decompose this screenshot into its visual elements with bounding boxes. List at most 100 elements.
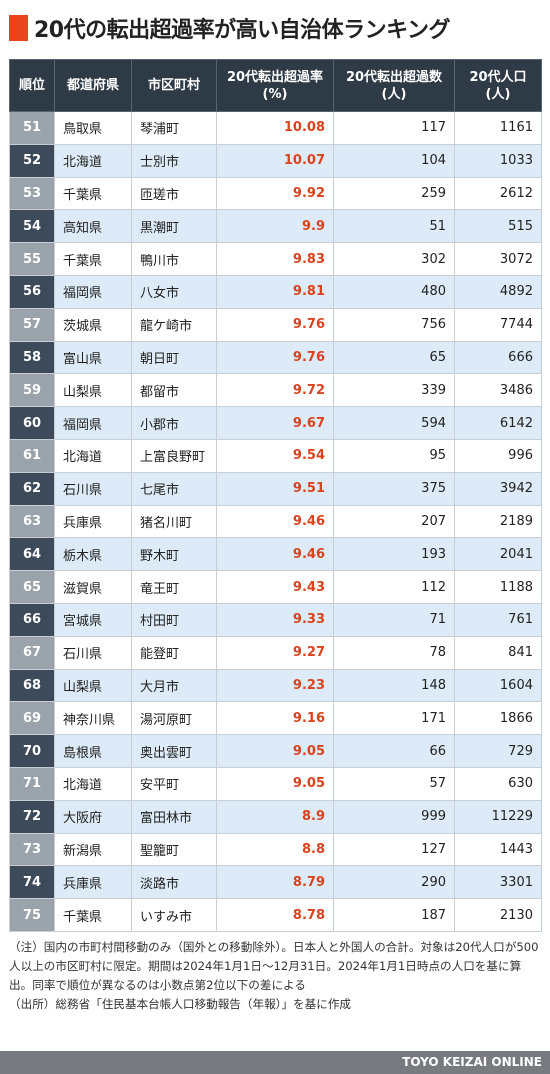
table-row: 74 兵庫県 淡路市 8.79 290 3301 — [9, 865, 542, 900]
title-accent-mark — [9, 15, 28, 41]
rank-cell: 61 — [9, 438, 55, 473]
table-row: 51 鳥取県 琴浦町 10.08 117 1161 — [9, 111, 542, 145]
municipality-cell: 朝日町 — [131, 340, 217, 375]
header-excess: 20代転出超過数 (人) — [333, 59, 455, 112]
table-row: 61 北海道 上富良野町 9.54 95 996 — [9, 438, 542, 473]
header-excess-line2: (人) — [381, 86, 407, 102]
municipality-cell: いすみ市 — [131, 898, 217, 932]
rate-cell: 9.05 — [216, 734, 334, 768]
rate-cell: 9.46 — [216, 537, 334, 572]
municipality-cell: 湯河原町 — [131, 701, 217, 736]
ranking-table: 順位 都道府県 市区町村 20代転出超過率 (%) 20代転出超過数 (人) 2… — [9, 59, 542, 932]
title-bar: 20代の転出超過率が高い自治体ランキング — [9, 11, 450, 45]
excess-cell: 78 — [333, 635, 455, 670]
table-row: 52 北海道 士別市 10.07 104 1033 — [9, 143, 542, 178]
rate-cell: 9.05 — [216, 766, 334, 801]
excess-cell: 480 — [333, 274, 455, 309]
municipality-cell: 鴨川市 — [131, 242, 217, 276]
header-municipality: 市区町村 — [131, 59, 217, 112]
population-cell: 2041 — [454, 537, 542, 572]
population-cell: 1188 — [454, 570, 542, 604]
rank-cell: 73 — [9, 832, 55, 867]
population-cell: 996 — [454, 438, 542, 473]
prefecture-cell: 神奈川県 — [54, 701, 132, 736]
municipality-cell: 龍ケ崎市 — [131, 307, 217, 342]
municipality-cell: 野木町 — [131, 537, 217, 572]
excess-cell: 187 — [333, 898, 455, 932]
population-cell: 1443 — [454, 832, 542, 867]
rank-cell: 74 — [9, 865, 55, 900]
prefecture-cell: 千葉県 — [54, 176, 132, 211]
rank-cell: 56 — [9, 274, 55, 309]
rate-cell: 10.07 — [216, 143, 334, 178]
rate-cell: 9.54 — [216, 438, 334, 473]
population-cell: 2130 — [454, 898, 542, 932]
rank-cell: 72 — [9, 799, 55, 834]
header-excess-line1: 20代転出超過数 — [345, 69, 443, 85]
population-cell: 515 — [454, 209, 542, 244]
excess-cell: 117 — [333, 111, 455, 145]
municipality-cell: 聖籠町 — [131, 832, 217, 867]
header-population: 20代人口 (人) — [454, 59, 542, 112]
prefecture-cell: 千葉県 — [54, 898, 132, 932]
rank-cell: 54 — [9, 209, 55, 244]
source-text: （出所）総務省「住民基本台帳人口移動報告（年報）」を基に作成 — [9, 997, 352, 1011]
population-cell: 6142 — [454, 406, 542, 440]
rank-cell: 68 — [9, 668, 55, 703]
municipality-cell: 村田町 — [131, 602, 217, 637]
table-row: 56 福岡県 八女市 9.81 480 4892 — [9, 274, 542, 309]
excess-cell: 95 — [333, 438, 455, 473]
rate-cell: 9.27 — [216, 635, 334, 670]
population-cell: 666 — [454, 340, 542, 375]
rank-cell: 75 — [9, 898, 55, 932]
prefecture-cell: 島根県 — [54, 734, 132, 768]
municipality-cell: 奥出雲町 — [131, 734, 217, 768]
rate-cell: 9.9 — [216, 209, 334, 244]
rate-cell: 9.51 — [216, 471, 334, 506]
excess-cell: 112 — [333, 570, 455, 604]
excess-cell: 148 — [333, 668, 455, 703]
population-cell: 11229 — [454, 799, 542, 834]
table-row: 54 高知県 黒潮町 9.9 51 515 — [9, 209, 542, 244]
prefecture-cell: 山梨県 — [54, 373, 132, 408]
rank-cell: 67 — [9, 635, 55, 670]
rate-cell: 8.78 — [216, 898, 334, 932]
municipality-cell: 富田林市 — [131, 799, 217, 834]
prefecture-cell: 滋賀県 — [54, 570, 132, 604]
prefecture-cell: 兵庫県 — [54, 865, 132, 900]
municipality-cell: 八女市 — [131, 274, 217, 309]
rate-cell: 9.33 — [216, 602, 334, 637]
municipality-cell: 安平町 — [131, 766, 217, 801]
population-cell: 1033 — [454, 143, 542, 178]
note-text: （注）国内の市町村間移動のみ（国外との移動除外）。日本人と外国人の合計。対象は2… — [9, 940, 539, 992]
rank-cell: 58 — [9, 340, 55, 375]
rank-cell: 63 — [9, 504, 55, 539]
prefecture-cell: 山梨県 — [54, 668, 132, 703]
header-pop-line1: 20代人口 — [469, 69, 527, 85]
population-cell: 841 — [454, 635, 542, 670]
table-row: 73 新潟県 聖籠町 8.8 127 1443 — [9, 832, 542, 867]
municipality-cell: 大月市 — [131, 668, 217, 703]
population-cell: 1866 — [454, 701, 542, 736]
excess-cell: 290 — [333, 865, 455, 900]
rate-cell: 8.79 — [216, 865, 334, 900]
footer-brand: TOYO KEIZAI ONLINE — [0, 1051, 550, 1074]
table-row: 67 石川県 能登町 9.27 78 841 — [9, 635, 542, 670]
population-cell: 4892 — [454, 274, 542, 309]
rate-cell: 9.46 — [216, 504, 334, 539]
page-title: 20代の転出超過率が高い自治体ランキング — [34, 18, 450, 43]
rank-cell: 64 — [9, 537, 55, 572]
prefecture-cell: 石川県 — [54, 471, 132, 506]
excess-cell: 207 — [333, 504, 455, 539]
population-cell: 729 — [454, 734, 542, 768]
excess-cell: 594 — [333, 406, 455, 440]
prefecture-cell: 富山県 — [54, 340, 132, 375]
table-row: 55 千葉県 鴨川市 9.83 302 3072 — [9, 242, 542, 276]
header-rate-line2: (%) — [262, 86, 288, 102]
table-row: 71 北海道 安平町 9.05 57 630 — [9, 766, 542, 801]
rank-cell: 66 — [9, 602, 55, 637]
table-row: 62 石川県 七尾市 9.51 375 3942 — [9, 471, 542, 506]
rank-cell: 69 — [9, 701, 55, 736]
table-row: 57 茨城県 龍ケ崎市 9.76 756 7744 — [9, 307, 542, 342]
municipality-cell: 琴浦町 — [131, 111, 217, 145]
